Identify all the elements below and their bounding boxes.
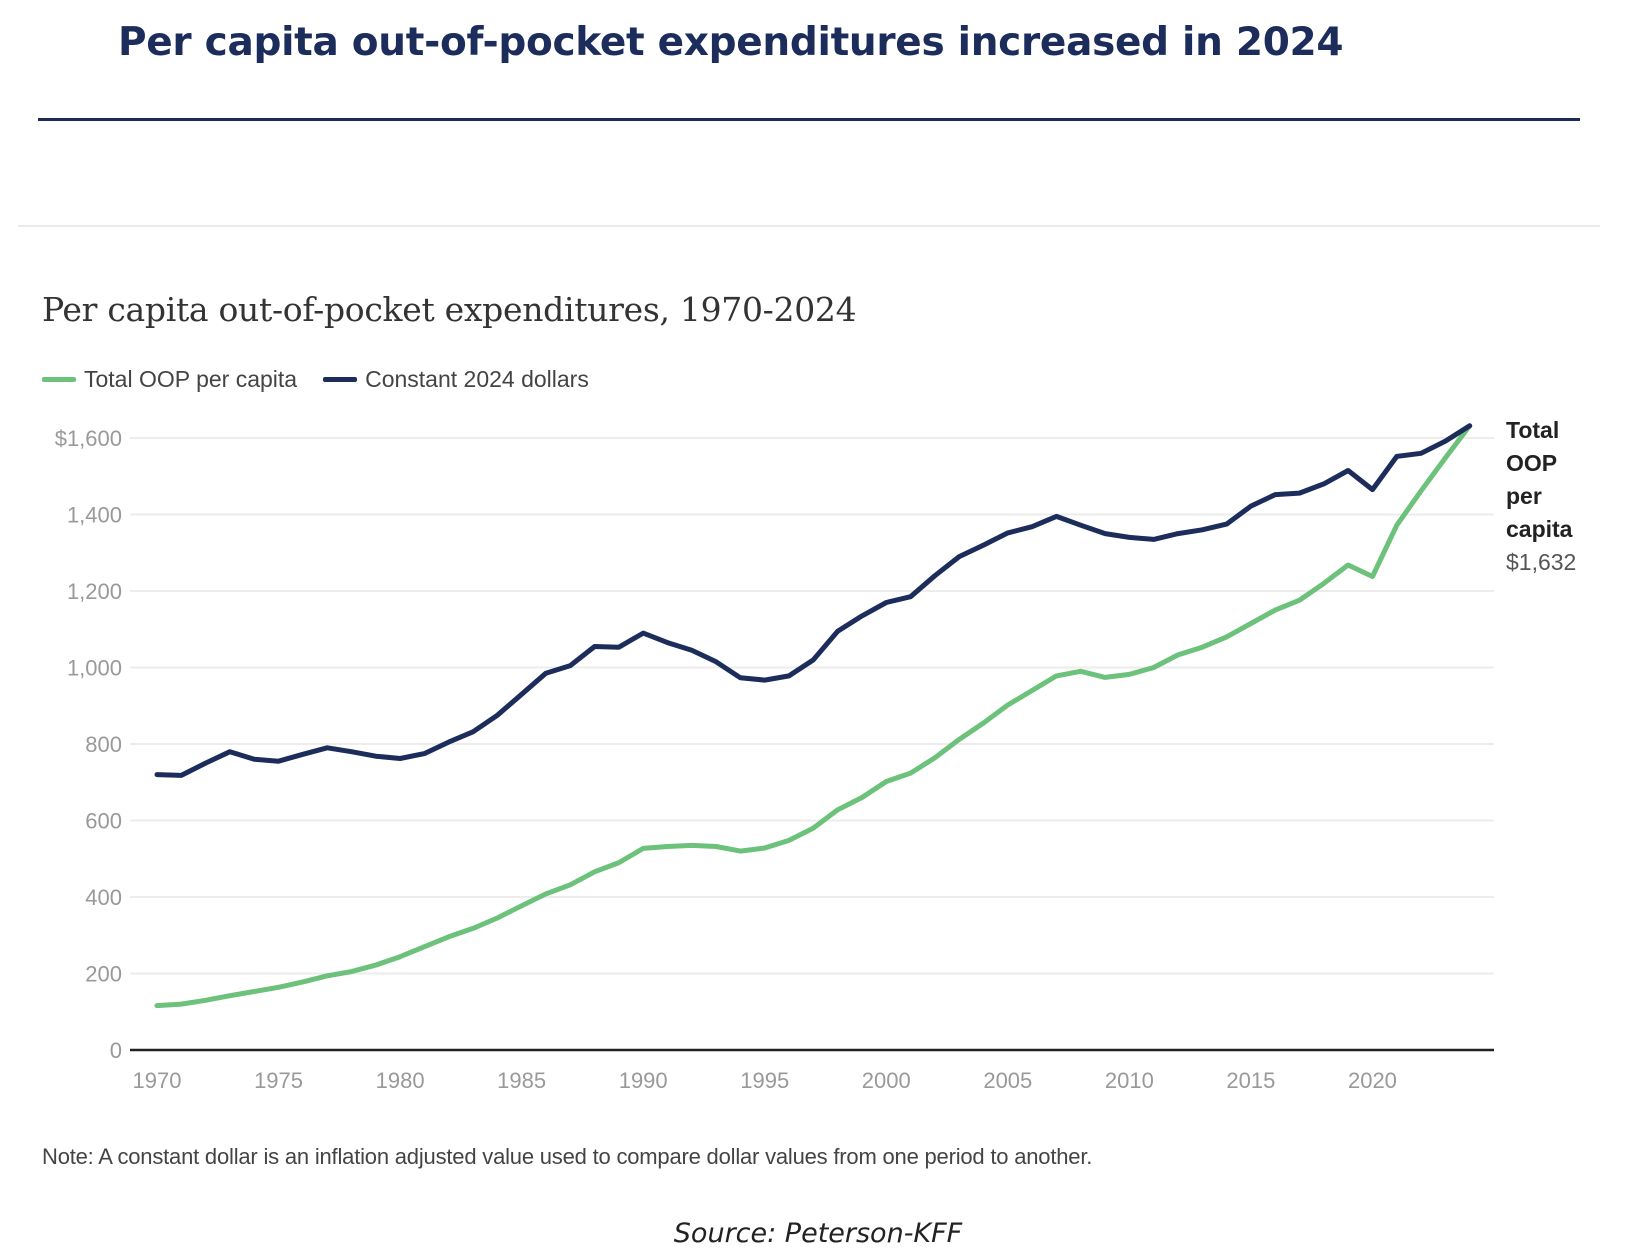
source-caption: Source: Peterson-KFF [673, 1218, 963, 1249]
y-tick-label: 1,000 [67, 656, 122, 681]
legend-label-constant-dollars: Constant 2024 dollars [365, 366, 589, 392]
page-headline: Per capita out-of-pocket expenditures in… [118, 20, 1344, 65]
chart-legend: Total OOP per capita Constant 2024 dolla… [42, 366, 615, 393]
legend-item-total-oop: Total OOP per capita [42, 366, 297, 393]
end-label-line: OOP [1506, 450, 1557, 476]
end-label-line: capita [1506, 516, 1573, 542]
y-tick-label: 400 [85, 885, 122, 910]
x-tick-label: 1980 [376, 1068, 425, 1093]
y-tick-label: 1,200 [67, 579, 122, 604]
section-divider [18, 225, 1600, 227]
x-tick-label: 1970 [133, 1068, 182, 1093]
x-tick-label: 1975 [254, 1068, 303, 1093]
y-tick-label: 200 [85, 962, 122, 987]
end-label-line: Total [1506, 417, 1559, 443]
legend-label-total-oop: Total OOP per capita [84, 366, 298, 392]
chart-title: Per capita out-of-pocket expenditures, 1… [42, 290, 857, 329]
x-tick-label: 1995 [740, 1068, 789, 1093]
y-tick-label: 0 [110, 1038, 122, 1063]
series-lines [154, 423, 1473, 1009]
gridlines [130, 437, 1494, 975]
axes: 0 200 400 600 800 1,000 1,200 1,400 $1,600 1970 19… [55, 426, 1494, 1093]
x-tick-label: 2005 [983, 1068, 1032, 1093]
y-tick-label: 600 [85, 809, 122, 834]
x-tick-label: 2010 [1105, 1068, 1154, 1093]
x-tick-label: 2015 [1226, 1068, 1275, 1093]
legend-swatch-total-oop [42, 377, 76, 382]
x-tick-label: 2000 [862, 1068, 911, 1093]
chart-note: Note: A constant dollar is an inflation … [42, 1144, 1093, 1169]
y-tick-label: 1,400 [67, 503, 122, 528]
series-line-constant-dollars [154, 423, 1473, 778]
x-tick-label: 2020 [1348, 1068, 1397, 1093]
line-chart: 0 200 400 600 800 1,000 1,200 1,400 $1,600 1970 19… [55, 417, 1577, 1093]
legend-item-constant-dollars: Constant 2024 dollars [323, 366, 589, 393]
series-line-total-oop [154, 423, 1473, 1009]
y-tick-label: 800 [85, 732, 122, 757]
headline-rule [38, 118, 1580, 121]
end-label-line: per [1506, 483, 1542, 509]
x-tick-label: 1985 [497, 1068, 546, 1093]
legend-swatch-constant-dollars [323, 377, 358, 382]
end-label-value: $1,632 [1506, 549, 1576, 575]
end-label: Total OOP per capita $1,632 [1506, 417, 1576, 575]
x-tick-label: 1990 [619, 1068, 668, 1093]
y-tick-label: $1,600 [55, 426, 122, 451]
